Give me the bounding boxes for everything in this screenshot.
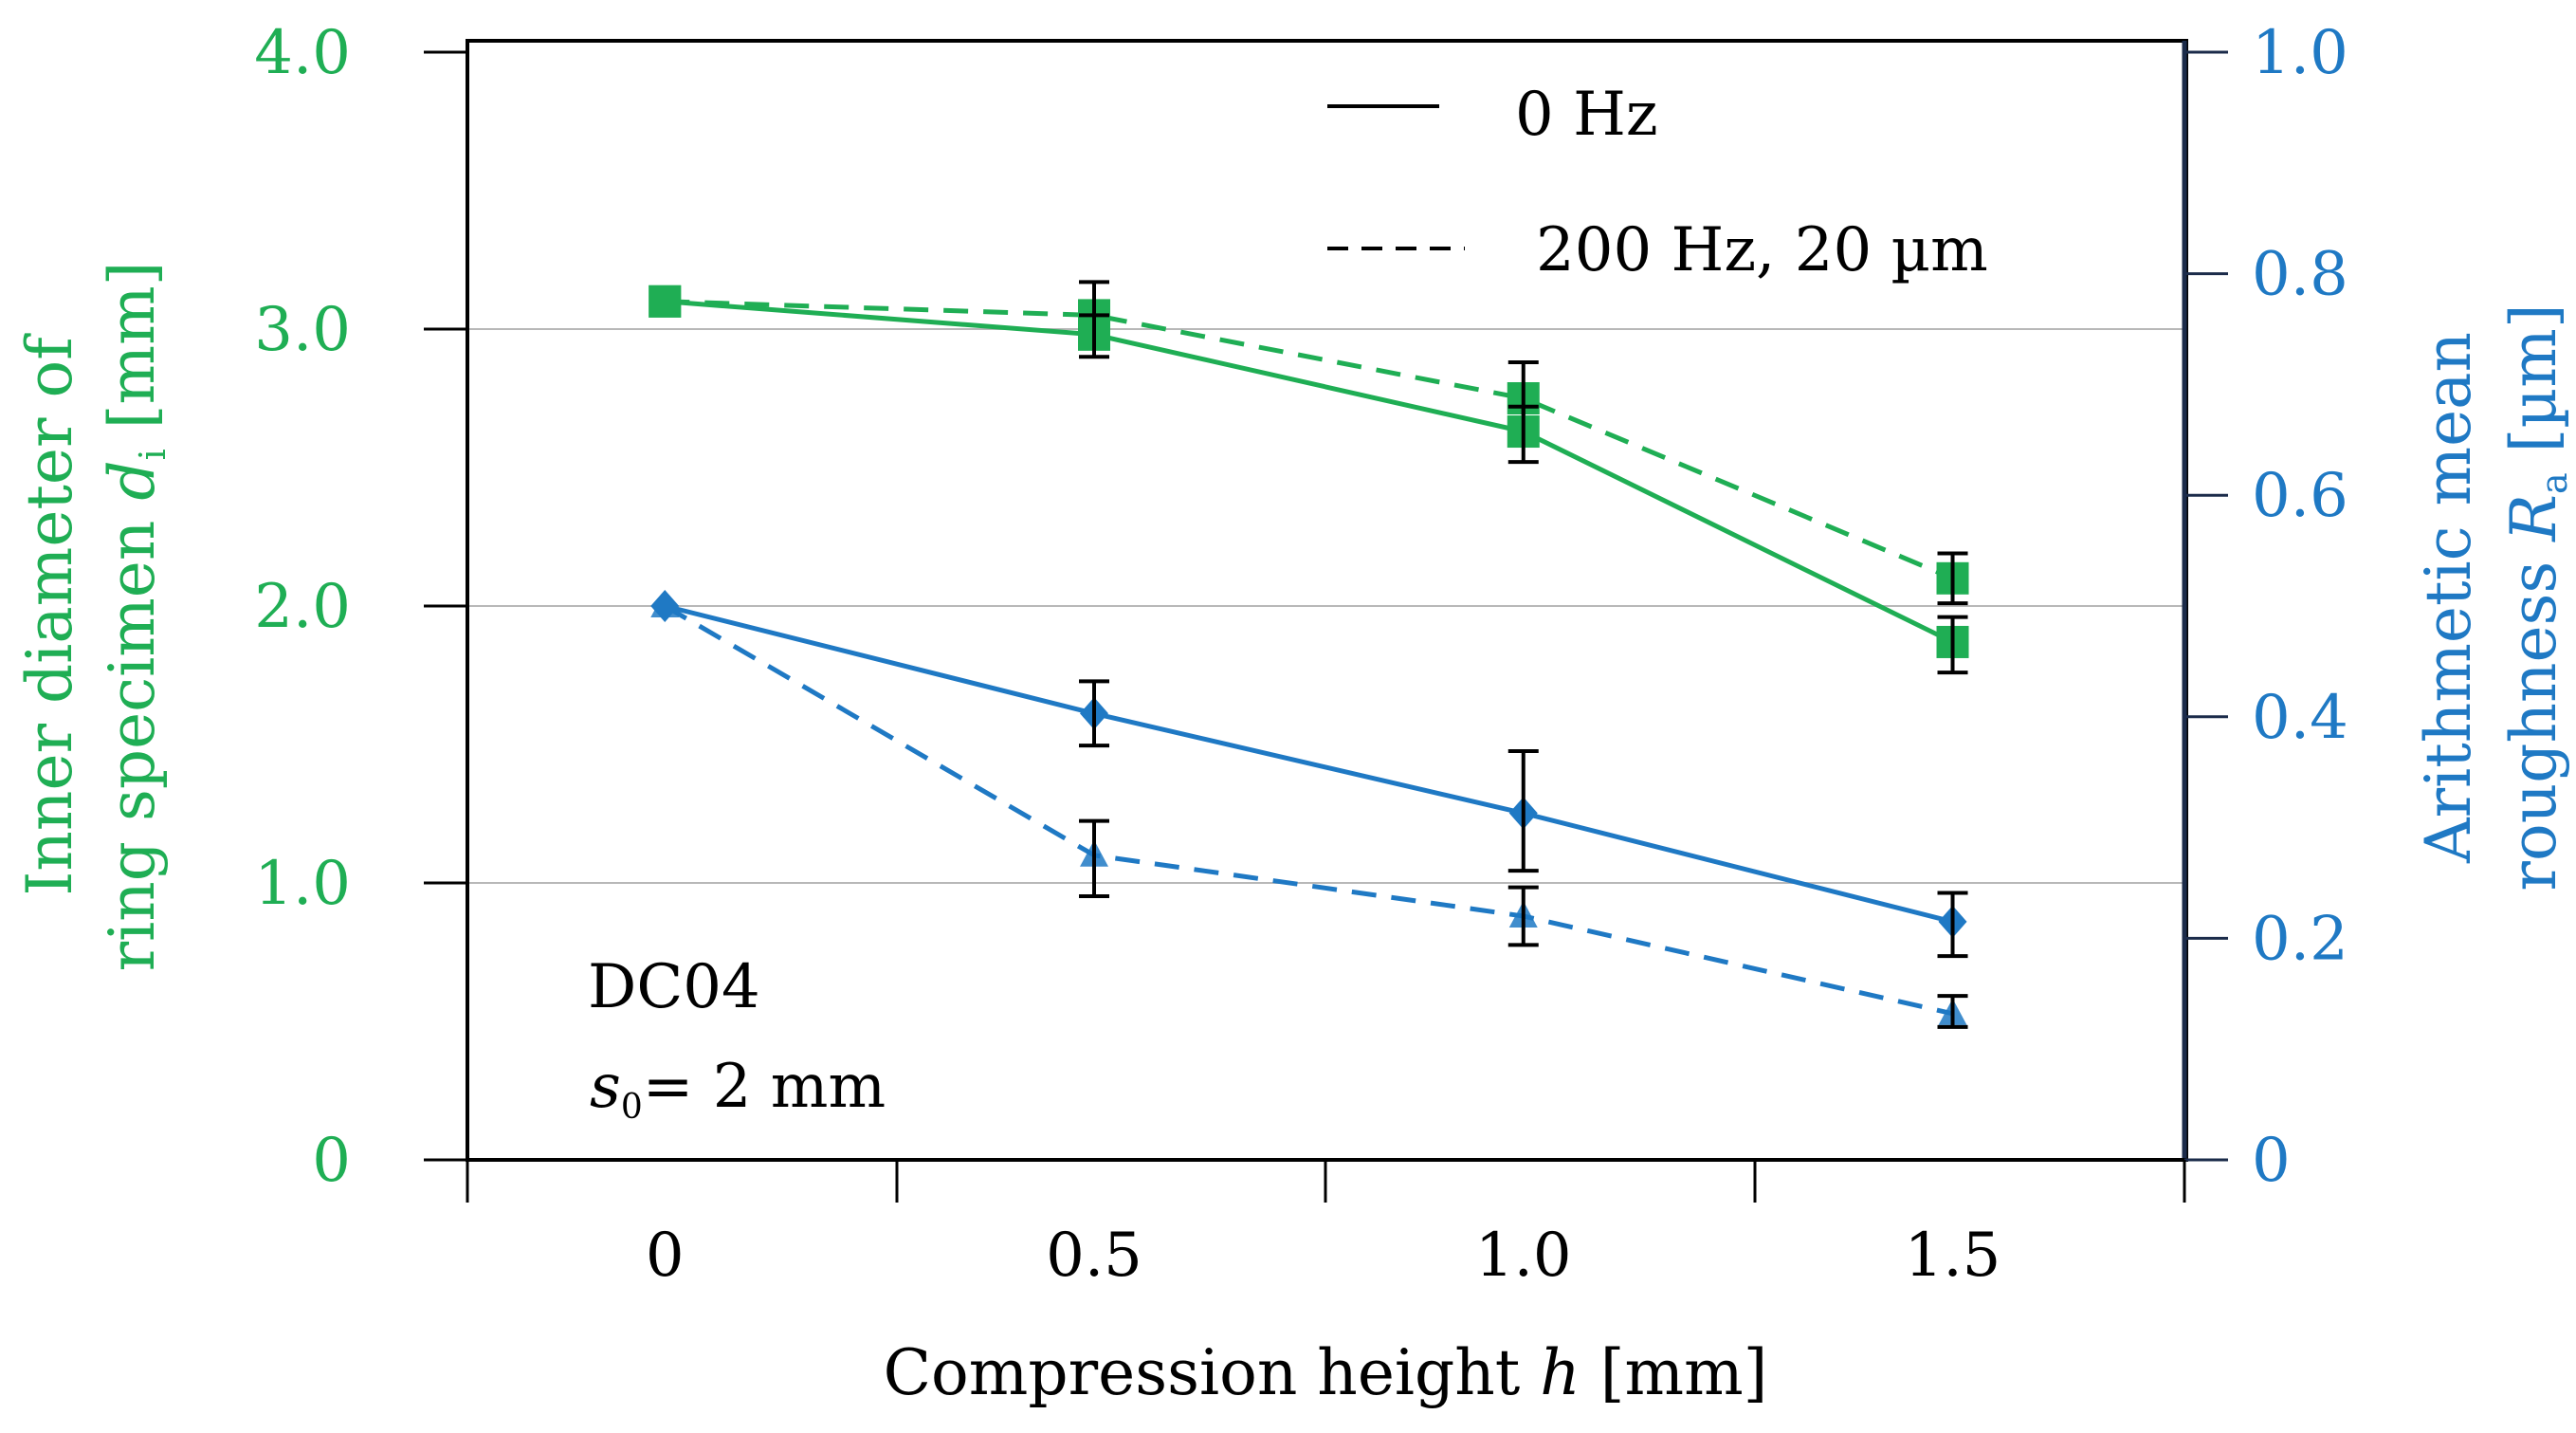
y-left-label-sub: i [132,449,174,460]
series-line-0 [665,299,1954,645]
x-tick-label-3: 1.5 [1905,1221,2001,1291]
x-label-var: h [1540,1336,1580,1409]
y-left-label-prefix: ring specimen [96,501,169,972]
y-left-label-line2: ring specimen di [mm] [96,262,174,972]
y-left-label-line1: Inner diameter of [13,333,86,896]
axis-layer: 0 1.0 2.0 3.0 4.0 0 0.2 0.4 0.6 0.8 1.0 0 0.5 1.0 1.5 [254,18,2348,1291]
series-line-2 [664,603,1954,925]
x-tick-label-2: 1.0 [1475,1221,1572,1291]
y-left-tick-label-0: 0 [312,1126,351,1196]
series-line-1 [665,299,1954,581]
y-right-tick-label-5: 1.0 [2252,18,2348,88]
thickness-sub: 0 [621,1088,643,1127]
y-right-tick-label-2: 0.4 [2252,683,2348,753]
series-line-3 [664,603,1954,1017]
legend: 0 Hz 200 Hz, 20 µm [1327,80,1988,285]
y-axis-left-label: Inner diameter of ring specimen di [mm] [13,262,174,972]
y-axis-right-label: Arithmetic mean roughness Ra [µm] [2412,303,2575,891]
x-axis-label: Compression height h [mm] [884,1336,1768,1409]
y-left-label-var: d [96,460,169,500]
annotation-thickness: s0= 2 mm [590,1052,886,1127]
marker-s2-p0 [650,590,680,622]
y-right-label-sub: a [2533,472,2575,494]
thickness-suffix: = 2 mm [643,1052,886,1122]
y-left-tick-label-1: 1.0 [254,849,351,919]
legend-label-200hz: 200 Hz, 20 µm [1536,215,1988,285]
thickness-var: s [590,1052,621,1122]
x-tick-label-0: 0 [646,1221,685,1291]
y-left-tick-label-3: 3.0 [254,295,351,365]
marker-s0-p0 [649,285,682,318]
y-right-tick-label-4: 0.8 [2252,240,2348,310]
y-right-label-line2: roughness Ra [µm] [2497,303,2575,891]
annotation: DC04 s0= 2 mm [588,952,886,1127]
y-right-tick-label-3: 0.6 [2252,461,2348,531]
y-right-tick-label-0: 0 [2252,1126,2291,1196]
series-layer [649,280,1969,1029]
legend-label-0hz: 0 Hz [1515,80,1658,150]
y-left-tick-label-2: 2.0 [254,572,351,642]
y-right-label-suffix: [µm] [2497,303,2570,472]
x-label-suffix: [mm] [1580,1336,1768,1409]
y-left-tick-label-4: 4.0 [254,18,351,88]
y-right-label-prefix: roughness [2497,542,2570,891]
x-label-prefix: Compression height [884,1336,1541,1409]
y-left-label-suffix: [mm] [96,262,169,450]
x-tick-label-1: 0.5 [1046,1221,1142,1291]
gridlines [467,328,2184,884]
y-right-label-line1: Arithmetic mean [2412,332,2485,864]
annotation-material: DC04 [588,952,760,1022]
y-right-tick-label-1: 0.2 [2252,904,2348,974]
y-right-label-var: R [2497,494,2570,542]
